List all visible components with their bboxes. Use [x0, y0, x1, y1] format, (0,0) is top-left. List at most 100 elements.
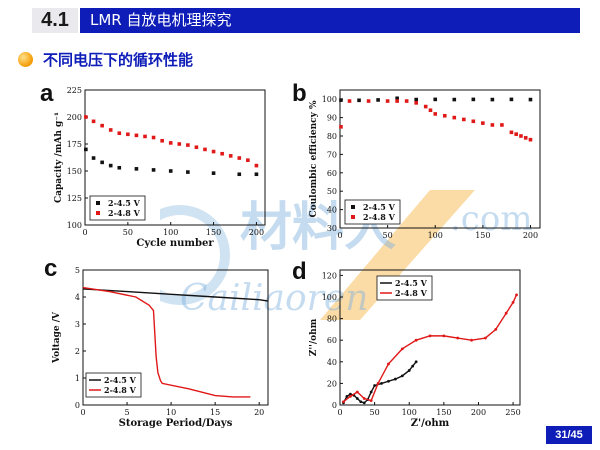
x-tick-label: 50	[383, 231, 393, 240]
data-point	[84, 115, 88, 119]
data-point	[528, 137, 533, 142]
data-point	[108, 128, 113, 132]
y-tick-label: 3	[75, 320, 80, 329]
legend-label: 2-4.5 V	[104, 375, 137, 385]
x-axis-label: Storage Period/Days	[119, 418, 233, 429]
legend-label: 2-4.5 V	[395, 278, 428, 288]
subtitle-row: 不同电压下的循环性能	[18, 47, 193, 71]
legend-label: 2-4.8 V	[395, 288, 428, 298]
panel-label-b: b	[292, 80, 307, 107]
plot-frame	[84, 89, 266, 226]
data-point	[126, 132, 130, 137]
legend-box	[89, 195, 146, 221]
data-point	[134, 167, 139, 171]
data-point	[414, 338, 418, 342]
data-point	[359, 400, 363, 404]
watermark-text: Cailiaoren	[180, 278, 368, 319]
data-point	[347, 99, 352, 103]
data-point	[433, 97, 438, 102]
legend-swatch	[351, 215, 355, 219]
y-tick-label: 70	[327, 150, 337, 159]
data-point	[100, 160, 104, 165]
data-point	[511, 301, 515, 304]
data-point	[100, 123, 104, 128]
data-point	[369, 399, 373, 403]
x-tick-label: 150	[475, 231, 490, 240]
legend-swatch	[351, 205, 355, 209]
x-tick-label: 50	[123, 228, 133, 237]
y-tick-label: 225	[67, 86, 82, 95]
y-tick-label: 30	[327, 224, 337, 233]
x-tick-label: 200	[249, 228, 264, 237]
data-point	[395, 96, 399, 101]
series-line-48v	[82, 286, 251, 398]
data-point	[362, 397, 366, 400]
x-tick-label: 250	[505, 408, 520, 417]
panel-label-a: a	[40, 80, 54, 107]
bullet-icon	[18, 51, 33, 67]
data-point	[400, 347, 404, 351]
data-point	[366, 99, 371, 103]
data-point	[385, 99, 390, 103]
data-point	[211, 149, 216, 154]
data-point	[186, 143, 190, 147]
y-tick-label: 80	[327, 132, 337, 141]
x-tick-label: 5	[125, 408, 130, 417]
y-tick-label: 175	[67, 140, 82, 149]
data-point	[470, 338, 473, 342]
data-point	[380, 382, 383, 385]
data-point	[345, 394, 349, 398]
data-point	[134, 133, 139, 138]
legend-label: 2-4.8 V	[363, 212, 396, 222]
legend-box	[376, 275, 433, 301]
data-point	[168, 141, 173, 145]
legend-swatch	[96, 201, 100, 205]
y-tick-label: 20	[327, 379, 337, 388]
y-tick-label: 100	[67, 221, 82, 230]
subtitle: 不同电压下的循环性能	[43, 50, 194, 69]
legend-box	[344, 199, 401, 225]
x-tick-label: 20	[254, 408, 264, 417]
chart-d: 0 50 100 150 200 250 0 20 40 60 80 100 120 Z'/ohm Z''/…	[309, 269, 521, 429]
data-point	[462, 117, 466, 122]
data-point	[348, 394, 352, 398]
data-point	[339, 98, 343, 102]
y-tick-label: 0	[75, 401, 80, 410]
x-tick-label: 10	[166, 408, 176, 417]
data-point	[504, 311, 508, 315]
data-point	[355, 390, 359, 394]
data-point	[509, 97, 514, 102]
plot-frame	[339, 269, 521, 406]
y-tick-label: 40	[327, 206, 337, 215]
data-point	[186, 170, 190, 174]
y-tick-label: 50	[327, 187, 337, 196]
legend-box	[85, 372, 142, 398]
y-axis-label: Capacity /mAh g⁻¹	[54, 112, 64, 203]
data-point	[220, 151, 224, 156]
data-point	[237, 156, 242, 160]
x-tick-label: 100	[402, 408, 417, 417]
data-point	[414, 97, 418, 102]
data-point	[362, 401, 366, 405]
y-tick-label: 40	[327, 358, 337, 367]
panel-label-d: d	[292, 258, 307, 285]
data-point	[452, 97, 457, 102]
data-point	[254, 172, 259, 177]
y-tick-label: 5	[75, 266, 80, 275]
data-point	[357, 98, 361, 103]
data-point	[254, 163, 259, 168]
data-point	[387, 379, 390, 383]
x-tick-label: 150	[206, 228, 221, 237]
data-point	[423, 104, 428, 109]
x-tick-label: 200	[523, 231, 538, 240]
legend-label: 2-4.5 V	[108, 198, 141, 208]
y-axis-label: Z''/ohm	[309, 318, 319, 356]
series-line-45v	[342, 361, 417, 404]
x-tick-label: 0	[337, 408, 342, 417]
data-point	[376, 382, 380, 385]
x-tick-label: 50	[370, 408, 380, 417]
data-point	[414, 101, 418, 105]
plot-frame	[82, 269, 269, 406]
x-tick-label: 0	[337, 231, 342, 240]
